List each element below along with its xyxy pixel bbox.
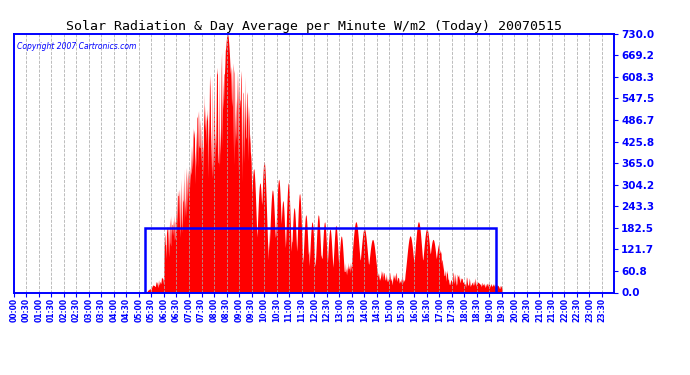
- Text: Copyright 2007 Cartronics.com: Copyright 2007 Cartronics.com: [17, 42, 136, 51]
- Bar: [145, 228, 495, 292]
- Title: Solar Radiation & Day Average per Minute W/m2 (Today) 20070515: Solar Radiation & Day Average per Minute…: [66, 20, 562, 33]
